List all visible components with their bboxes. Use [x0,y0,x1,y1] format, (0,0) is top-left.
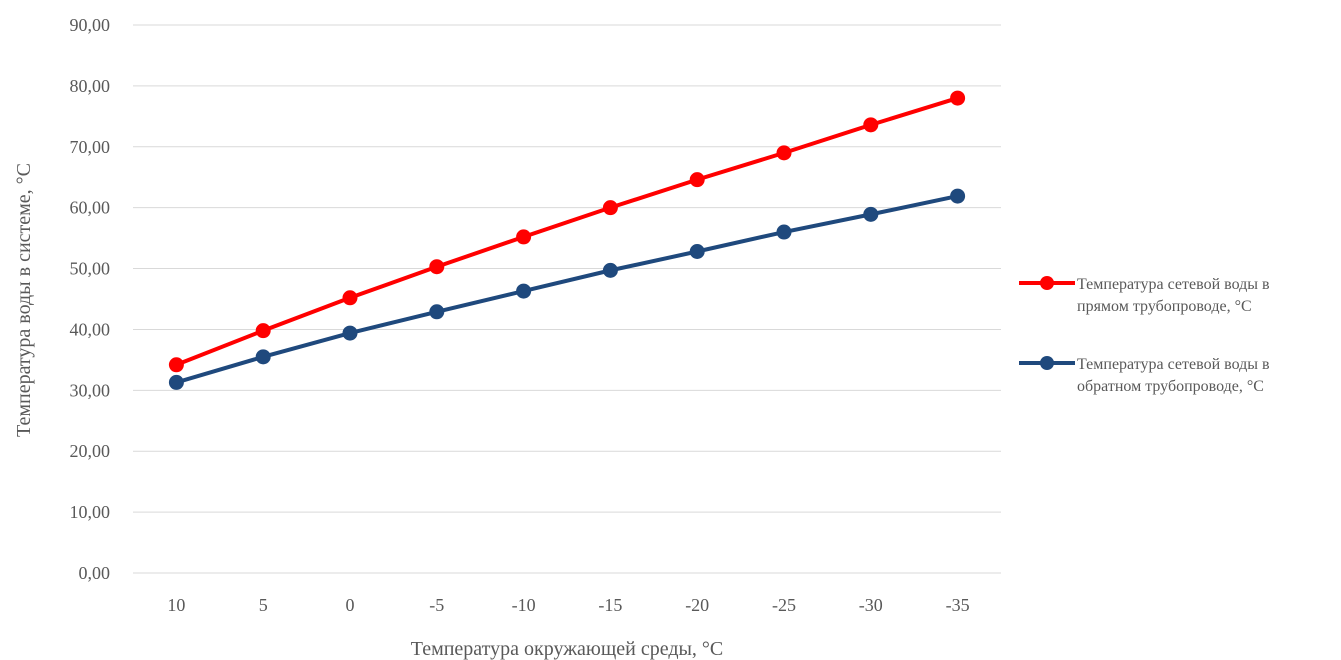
data-point [689,244,705,260]
legend-label: Температура сетевой воды в [1077,356,1270,373]
x-tick-label: -10 [512,595,536,615]
data-point [255,323,271,339]
x-tick-label: 0 [346,595,355,615]
y-axis-tick-labels: 0,00 10,00 20,00 30,00 40,00 50,00 60,00 70,00 8… [70,15,111,583]
y-tick-label: 0,00 [79,563,111,583]
data-point [602,262,618,278]
series-lines [168,90,966,390]
x-tick-label: -5 [429,595,444,615]
y-tick-label: 80,00 [70,76,111,96]
legend-label: Температура сетевой воды в [1077,276,1270,293]
y-tick-label: 60,00 [70,198,111,218]
x-tick-label: 5 [259,595,268,615]
x-tick-label: 10 [167,595,185,615]
data-point [776,145,792,161]
legend-label: обратном трубопроводе, °С [1077,378,1264,395]
data-point [950,90,966,106]
series-2 [168,188,966,390]
data-point [342,290,358,306]
data-point [168,357,184,373]
data-point [429,304,445,320]
series-line [175,96,959,367]
data-point [689,172,705,188]
series-1 [168,90,966,373]
legend-marker [1040,276,1054,290]
legend-label: прямом трубопроводе, °С [1077,298,1252,315]
data-point [168,374,184,390]
data-point [950,188,966,204]
gridlines [133,24,1001,574]
data-point [255,349,271,365]
x-axis-title: Температура окружающей среды, °С [411,638,724,660]
x-tick-label: -25 [772,595,796,615]
legend-marker [1040,356,1054,370]
data-point [429,259,445,275]
x-tick-label: -20 [685,595,709,615]
data-point [516,283,532,299]
legend-item-1: Температура сетевой воды в прямом трубопр… [1019,276,1270,315]
x-tick-label: -35 [946,595,970,615]
y-tick-label: 50,00 [70,259,111,279]
y-tick-label: 20,00 [70,441,111,461]
data-point [602,200,618,216]
data-point [863,206,879,222]
x-axis-tick-labels: 10 5 0 -5 -10 -15 -20 -25 -30 -35 [167,595,969,615]
legend: Температура сетевой воды в прямом трубопр… [1019,276,1270,395]
data-point [516,229,532,245]
y-tick-label: 70,00 [70,137,111,157]
legend-item-2: Температура сетевой воды в обратном трубо… [1019,356,1270,395]
data-point [863,117,879,133]
y-tick-label: 40,00 [70,319,111,339]
data-point [776,224,792,240]
y-tick-label: 90,00 [70,15,111,35]
x-tick-label: -30 [859,595,883,615]
y-tick-label: 30,00 [70,380,111,400]
data-point [342,325,358,341]
x-tick-label: -15 [598,595,622,615]
y-tick-label: 10,00 [70,502,111,522]
y-axis-title: Температура воды в системе, °С [13,163,35,437]
series-line [175,194,959,385]
